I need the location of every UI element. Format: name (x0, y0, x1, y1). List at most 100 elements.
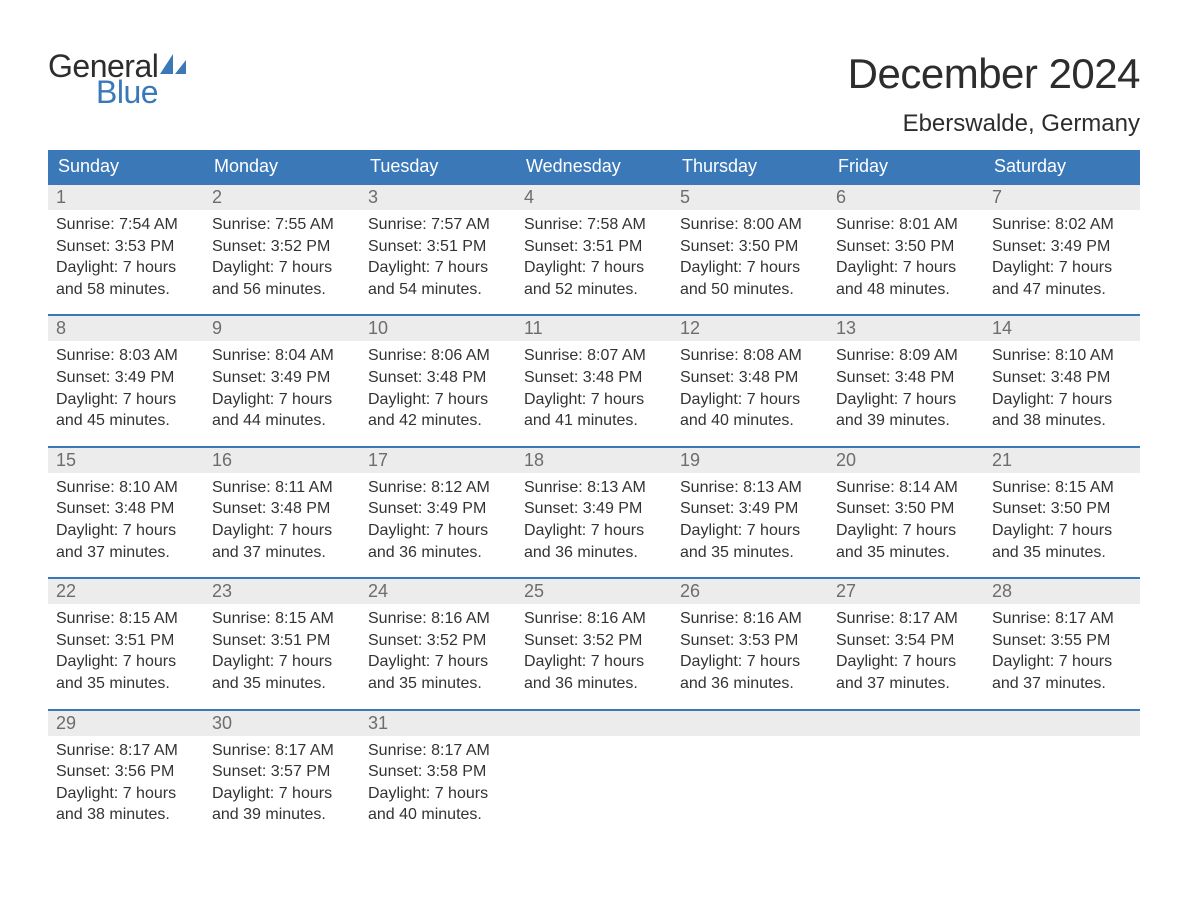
day-line-dl2: and 39 minutes. (836, 410, 976, 432)
day-line-sunset: Sunset: 3:49 PM (56, 367, 196, 389)
day-cell: 16Sunrise: 8:11 AMSunset: 3:48 PMDayligh… (204, 448, 360, 563)
day-headers-row: SundayMondayTuesdayWednesdayThursdayFrid… (48, 150, 1140, 183)
day-body: Sunrise: 7:58 AMSunset: 3:51 PMDaylight:… (516, 210, 672, 300)
day-line-sunset: Sunset: 3:48 PM (56, 498, 196, 520)
day-number-row: 15 (48, 448, 204, 473)
day-body: Sunrise: 8:03 AMSunset: 3:49 PMDaylight:… (48, 341, 204, 431)
day-line-sunset: Sunset: 3:48 PM (992, 367, 1132, 389)
day-cell: 26Sunrise: 8:16 AMSunset: 3:53 PMDayligh… (672, 579, 828, 694)
day-line-dl1: Daylight: 7 hours (212, 257, 352, 279)
day-line-sunrise: Sunrise: 8:17 AM (212, 740, 352, 762)
day-line-dl1: Daylight: 7 hours (836, 651, 976, 673)
day-line-dl1: Daylight: 7 hours (368, 389, 508, 411)
day-cell: 3 Sunrise: 7:57 AMSunset: 3:51 PMDaylight… (360, 185, 516, 300)
day-number: 5 (680, 187, 690, 207)
day-number-row: 19 (672, 448, 828, 473)
day-line-sunrise: Sunrise: 8:13 AM (680, 477, 820, 499)
day-line-sunrise: Sunrise: 8:15 AM (56, 608, 196, 630)
day-body: Sunrise: 7:57 AMSunset: 3:51 PMDaylight:… (360, 210, 516, 300)
day-number: 3 (368, 187, 378, 207)
week-row: 22Sunrise: 8:15 AMSunset: 3:51 PMDayligh… (48, 577, 1140, 694)
day-number-row: 20 (828, 448, 984, 473)
day-line-dl1: Daylight: 7 hours (524, 651, 664, 673)
day-body: Sunrise: 8:15 AMSunset: 3:51 PMDaylight:… (204, 604, 360, 694)
day-line-dl2: and 37 minutes. (56, 542, 196, 564)
day-line-dl1: Daylight: 7 hours (212, 389, 352, 411)
day-line-dl1: Daylight: 7 hours (680, 520, 820, 542)
day-line-dl2: and 39 minutes. (212, 804, 352, 826)
day-cell: 2Sunrise: 7:55 AMSunset: 3:52 PMDaylight… (204, 185, 360, 300)
day-body: Sunrise: 8:17 AMSunset: 3:58 PMDaylight:… (360, 736, 516, 826)
day-line-dl1: Daylight: 7 hours (680, 257, 820, 279)
day-cell: 22Sunrise: 8:15 AMSunset: 3:51 PMDayligh… (48, 579, 204, 694)
day-number-row: 29 (48, 711, 204, 736)
day-number: 25 (524, 581, 544, 601)
day-header: Thursday (672, 150, 828, 183)
day-line-sunrise: Sunrise: 8:17 AM (992, 608, 1132, 630)
day-number: 22 (56, 581, 76, 601)
day-number-row: . (672, 711, 828, 736)
day-line-sunset: Sunset: 3:48 PM (680, 367, 820, 389)
page-title: December 2024 (848, 50, 1140, 98)
day-number-row: 17 (360, 448, 516, 473)
day-line-sunrise: Sunrise: 8:11 AM (212, 477, 352, 499)
day-body: Sunrise: 8:11 AMSunset: 3:48 PMDaylight:… (204, 473, 360, 563)
day-header: Tuesday (360, 150, 516, 183)
day-line-sunrise: Sunrise: 8:00 AM (680, 214, 820, 236)
day-body: Sunrise: 8:01 AMSunset: 3:50 PMDaylight:… (828, 210, 984, 300)
day-number: 17 (368, 450, 388, 470)
day-line-dl2: and 40 minutes. (680, 410, 820, 432)
day-number-row: 1 (48, 185, 204, 210)
day-number: 21 (992, 450, 1012, 470)
day-cell: 6Sunrise: 8:01 AMSunset: 3:50 PMDaylight… (828, 185, 984, 300)
day-cell: . (516, 711, 672, 826)
day-line-dl1: Daylight: 7 hours (836, 389, 976, 411)
day-line-dl1: Daylight: 7 hours (524, 389, 664, 411)
day-line-sunset: Sunset: 3:51 PM (56, 630, 196, 652)
day-line-sunset: Sunset: 3:48 PM (368, 367, 508, 389)
day-line-dl1: Daylight: 7 hours (524, 257, 664, 279)
day-line-dl2: and 35 minutes. (680, 542, 820, 564)
day-line-sunset: Sunset: 3:49 PM (680, 498, 820, 520)
day-body: Sunrise: 8:15 AMSunset: 3:50 PMDaylight:… (984, 473, 1140, 563)
week-row: 1Sunrise: 7:54 AMSunset: 3:53 PMDaylight… (48, 183, 1140, 300)
day-number: 24 (368, 581, 388, 601)
day-cell: 14Sunrise: 8:10 AMSunset: 3:48 PMDayligh… (984, 316, 1140, 431)
day-number-row: 6 (828, 185, 984, 210)
day-body: Sunrise: 8:10 AMSunset: 3:48 PMDaylight:… (984, 341, 1140, 431)
day-line-dl2: and 47 minutes. (992, 279, 1132, 301)
day-line-sunset: Sunset: 3:51 PM (368, 236, 508, 258)
day-line-sunset: Sunset: 3:54 PM (836, 630, 976, 652)
day-number-row: 31 (360, 711, 516, 736)
day-number: 2 (212, 187, 222, 207)
day-body: Sunrise: 7:54 AMSunset: 3:53 PMDaylight:… (48, 210, 204, 300)
day-cell: 13Sunrise: 8:09 AMSunset: 3:48 PMDayligh… (828, 316, 984, 431)
day-cell: 9Sunrise: 8:04 AMSunset: 3:49 PMDaylight… (204, 316, 360, 431)
day-number-row: 18 (516, 448, 672, 473)
day-number: 18 (524, 450, 544, 470)
day-line-sunrise: Sunrise: 8:16 AM (368, 608, 508, 630)
day-body: Sunrise: 8:16 AMSunset: 3:52 PMDaylight:… (360, 604, 516, 694)
day-header: Sunday (48, 150, 204, 183)
day-number-row: 14 (984, 316, 1140, 341)
day-line-sunrise: Sunrise: 8:03 AM (56, 345, 196, 367)
day-number-row: 8 (48, 316, 204, 341)
day-line-sunrise: Sunrise: 8:14 AM (836, 477, 976, 499)
day-number: 8 (56, 318, 66, 338)
day-number: 11 (524, 318, 543, 338)
day-cell: 10Sunrise: 8:06 AMSunset: 3:48 PMDayligh… (360, 316, 516, 431)
day-line-dl1: Daylight: 7 hours (212, 651, 352, 673)
day-line-dl2: and 38 minutes. (56, 804, 196, 826)
day-number-row: 10 (360, 316, 516, 341)
day-line-dl2: and 42 minutes. (368, 410, 508, 432)
day-cell: . (672, 711, 828, 826)
day-line-dl2: and 36 minutes. (680, 673, 820, 695)
day-body: Sunrise: 8:17 AMSunset: 3:56 PMDaylight:… (48, 736, 204, 826)
day-line-dl1: Daylight: 7 hours (524, 520, 664, 542)
day-number-row: 13 (828, 316, 984, 341)
day-number: 28 (992, 581, 1012, 601)
day-number-row: 5 (672, 185, 828, 210)
day-number-row: 9 (204, 316, 360, 341)
day-cell: 4Sunrise: 7:58 AMSunset: 3:51 PMDaylight… (516, 185, 672, 300)
day-line-sunset: Sunset: 3:53 PM (56, 236, 196, 258)
